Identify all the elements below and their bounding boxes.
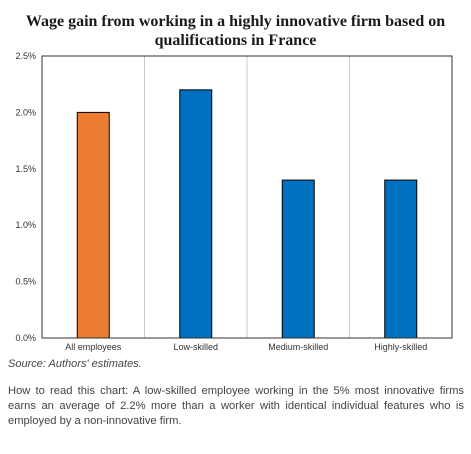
y-tick-label: 1.0%	[15, 220, 36, 230]
bar-medium-skilled	[281, 179, 315, 339]
x-tick-label: All employees	[65, 342, 122, 352]
y-tick-label: 2.0%	[15, 107, 36, 117]
grid-lines	[144, 56, 350, 338]
reading-note: How to read this chart: A low-skilled em…	[8, 385, 464, 427]
plot-frame	[41, 55, 453, 339]
x-tick-label: Low-skilled	[173, 342, 218, 352]
bar-all-employees	[76, 111, 110, 339]
y-tick-label: 2.5%	[15, 51, 36, 61]
y-tick-label: 0.0%	[15, 333, 36, 343]
x-tick-label: Highly-skilled	[374, 342, 427, 352]
x-tick-labels: All employees Low-skilled Medium-skilled Hi…	[65, 342, 427, 352]
bar-low-skilled	[179, 89, 213, 339]
bar-highly-skilled	[384, 179, 418, 339]
bars	[76, 89, 418, 339]
y-tick-label: 0.5%	[15, 277, 36, 287]
source-note: Source: Authors' estimates.	[8, 358, 142, 370]
chart-title: Wage gain from working in a highly innov…	[25, 13, 446, 49]
x-tick-label: Medium-skilled	[268, 342, 328, 352]
y-tick-labels: 0.0% 0.5% 1.0% 1.5% 2.0% 2.5%	[15, 51, 36, 343]
y-tick-label: 1.5%	[15, 164, 36, 174]
